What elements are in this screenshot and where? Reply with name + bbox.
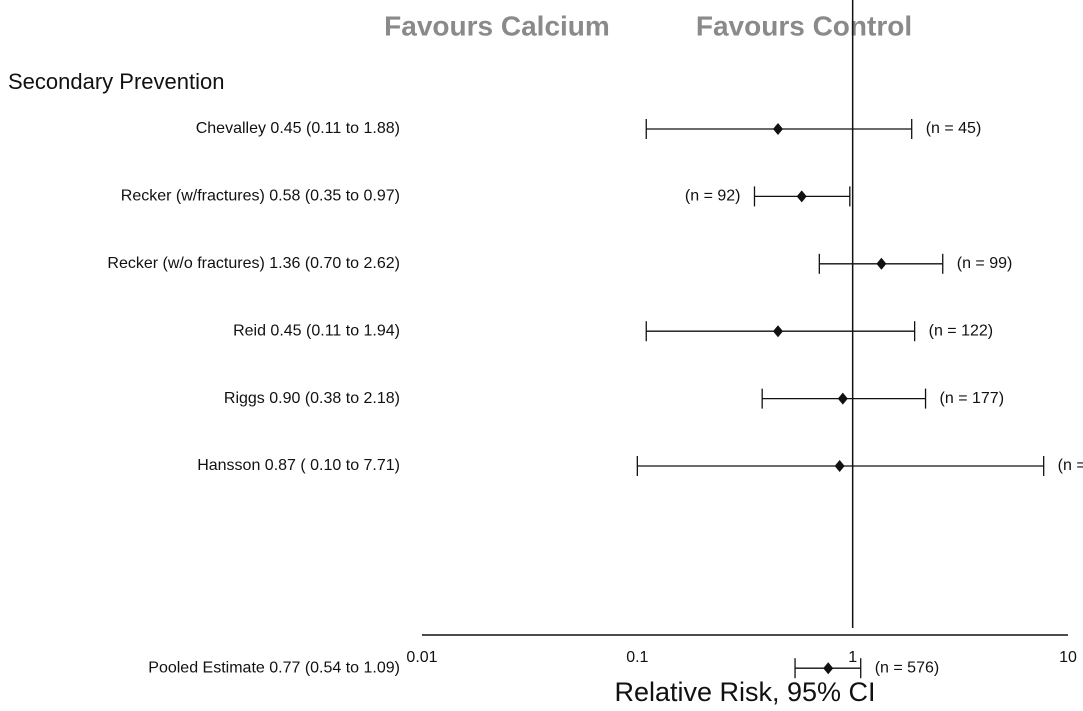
n-label: (n = 177) [940, 390, 1004, 407]
n-label: (n = 92) [685, 188, 741, 205]
n-label: (n = 41) [1058, 457, 1083, 474]
row-label: Reid 0.45 (0.11 to 1.94) [233, 322, 400, 339]
point-estimate [876, 257, 887, 270]
point-estimate [837, 392, 848, 405]
x-tick-label: 0.1 [626, 649, 648, 666]
n-label: (n = 576) [875, 659, 939, 676]
point-estimate [772, 123, 783, 135]
x-tick-label: 10 [1059, 649, 1077, 666]
point-estimate [772, 325, 783, 338]
n-label: (n = 99) [957, 255, 1013, 272]
point-estimate [823, 662, 834, 675]
row-label: Pooled Estimate 0.77 (0.54 to 1.09) [148, 659, 400, 676]
header-right: Favours Control [696, 10, 912, 41]
row-label: Recker (w/fractures) 0.58 (0.35 to 0.97) [121, 188, 400, 205]
row-label: Hansson 0.87 ( 0.10 to 7.71) [197, 457, 400, 474]
n-label: (n = 122) [929, 322, 993, 339]
header-left: Favours Calcium [384, 10, 610, 41]
subtitle: Secondary Prevention [8, 69, 224, 94]
row-label: Chevalley 0.45 (0.11 to 1.88) [196, 120, 400, 137]
x-tick-label: 1 [848, 649, 857, 666]
n-label: (n = 45) [926, 120, 982, 137]
row-label: Recker (w/o fractures) 1.36 (0.70 to 2.6… [107, 255, 400, 272]
x-axis-label: Relative Risk, 95% CI [614, 677, 875, 707]
point-estimate [834, 460, 845, 472]
x-tick-label: 0.01 [406, 649, 437, 666]
point-estimate [796, 190, 807, 203]
row-label: Riggs 0.90 (0.38 to 2.18) [224, 390, 400, 407]
